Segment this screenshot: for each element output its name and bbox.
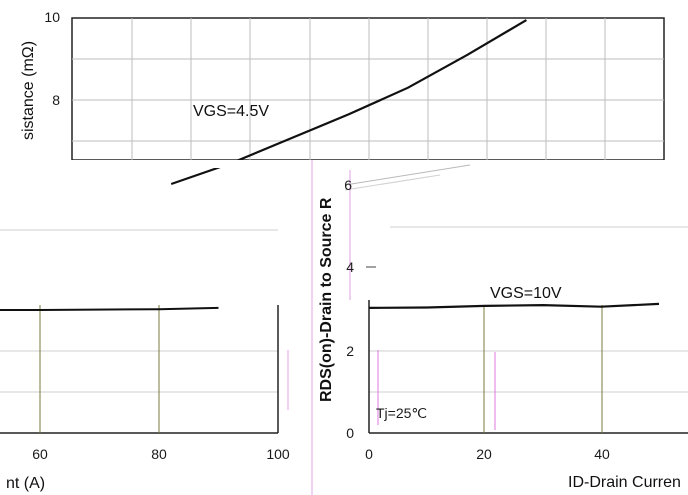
- bl-x-axis-label: nt (A): [6, 475, 45, 492]
- vgs45-annotation: VGS=4.5V: [193, 103, 269, 120]
- top-grid: [72, 18, 664, 160]
- bl-grid-horizontal: [0, 229, 278, 393]
- bl-series-line: [0, 306, 219, 311]
- br-series-line-vgs10: [368, 302, 660, 309]
- bl-xtick-60: 60: [32, 446, 48, 462]
- br-ytick-4: 4: [346, 259, 354, 275]
- top-panel: 10 8 sistance (mΩ) VGS=4.5V: [20, 9, 665, 186]
- bl-xtick-80: 80: [151, 446, 167, 462]
- br-ytick-6: 6: [344, 177, 352, 193]
- br-x-axis-label: ID-Drain Curren: [568, 474, 681, 491]
- vgs10-annotation: VGS=10V: [490, 285, 562, 302]
- br-y-axis-label: RDS(on)-Drain to Source R: [318, 197, 335, 402]
- top-y-axis-label: sistance (mΩ): [20, 41, 37, 140]
- scan-artifacts: [311, 160, 471, 495]
- top-ytick-10: 10: [44, 9, 60, 25]
- br-ytick-0: 0: [346, 425, 354, 441]
- br-xtick-20: 20: [476, 446, 492, 462]
- tj-annotation: Tj=25℃: [376, 405, 427, 421]
- bottom-left-panel: 60 80 100 nt (A): [0, 229, 290, 492]
- bl-xtick-100: 100: [266, 446, 290, 462]
- top-ytick-8: 8: [52, 92, 60, 108]
- bottom-right-panel: 0 2 4 6 0 20 40 ID-Drain Curren RDS(on)-…: [318, 177, 688, 491]
- br-grid-horizontal: [369, 226, 688, 393]
- br-xtick-0: 0: [365, 446, 373, 462]
- cut-band: [0, 160, 688, 168]
- top-plot-frame: [71, 17, 665, 161]
- br-xtick-40: 40: [594, 446, 610, 462]
- br-ytick-2: 2: [346, 343, 354, 359]
